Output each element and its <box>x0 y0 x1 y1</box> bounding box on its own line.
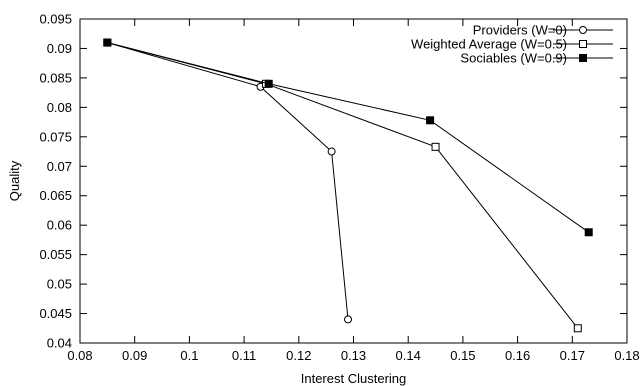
data-point <box>426 116 435 125</box>
legend-entry: Weighted Average (W=0.5) <box>411 37 613 52</box>
y-axis-label: Quality <box>7 160 22 201</box>
legend-entry: Sociables (W=0.9) <box>460 51 613 66</box>
series-2 <box>103 38 593 237</box>
y-tick-label: 0.06 <box>47 218 72 233</box>
x-tick-label: 0.08 <box>67 348 92 363</box>
legend-label: Sociables (W=0.9) <box>460 51 567 66</box>
x-tick-label: 0.09 <box>122 348 147 363</box>
x-tick-label: 0.17 <box>560 348 585 363</box>
x-tick-label: 0.12 <box>286 348 311 363</box>
y-tick-label: 0.07 <box>47 159 72 174</box>
y-tick-label: 0.055 <box>39 247 72 262</box>
x-tick-label: 0.11 <box>232 348 256 363</box>
legend-marker <box>579 40 587 48</box>
data-point <box>584 228 593 237</box>
axis-ticks: 0.08 0.09 0.1 0.11 0.12 0.13 0.14 0.15 0.16 0.17 0… <box>39 12 639 364</box>
series-1 <box>103 38 582 333</box>
y-tick-label: 0.045 <box>39 306 72 321</box>
legend-marker <box>579 54 587 62</box>
data-point <box>344 315 353 324</box>
x-tick-label: 0.16 <box>505 348 530 363</box>
series-group <box>103 38 593 333</box>
series-line <box>107 42 579 329</box>
x-tick-label: 0.14 <box>396 348 421 363</box>
data-point <box>431 142 440 151</box>
y-tick-label: 0.065 <box>39 188 72 203</box>
x-axis-label: Interest Clustering <box>301 371 407 386</box>
plot-frame <box>79 18 628 344</box>
data-point <box>264 79 273 88</box>
y-tick-label: 0.095 <box>39 12 72 27</box>
series-0 <box>103 38 353 324</box>
y-tick-label: 0.075 <box>39 129 72 144</box>
legend-label: Providers (W=0) <box>473 23 567 38</box>
x-tick-label: 0.18 <box>614 348 639 363</box>
data-point <box>573 324 582 333</box>
y-tick-label: 0.04 <box>47 336 72 351</box>
series-line <box>107 42 589 233</box>
legend: Providers (W=0)Weighted Average (W=0.5)S… <box>411 23 613 66</box>
x-tick-label: 0.13 <box>341 348 366 363</box>
legend-marker <box>579 26 587 34</box>
legend-entry: Providers (W=0) <box>473 23 613 38</box>
y-tick-label: 0.08 <box>47 100 72 115</box>
legend-label: Weighted Average (W=0.5) <box>411 37 567 52</box>
data-point <box>327 147 336 156</box>
y-tick-label: 0.085 <box>39 70 72 85</box>
y-tick-label: 0.05 <box>47 277 72 292</box>
y-tick-label: 0.09 <box>47 41 72 56</box>
x-tick-label: 0.15 <box>450 348 475 363</box>
series-line <box>107 42 349 320</box>
x-tick-label: 0.1 <box>180 348 198 363</box>
data-point <box>103 38 112 47</box>
